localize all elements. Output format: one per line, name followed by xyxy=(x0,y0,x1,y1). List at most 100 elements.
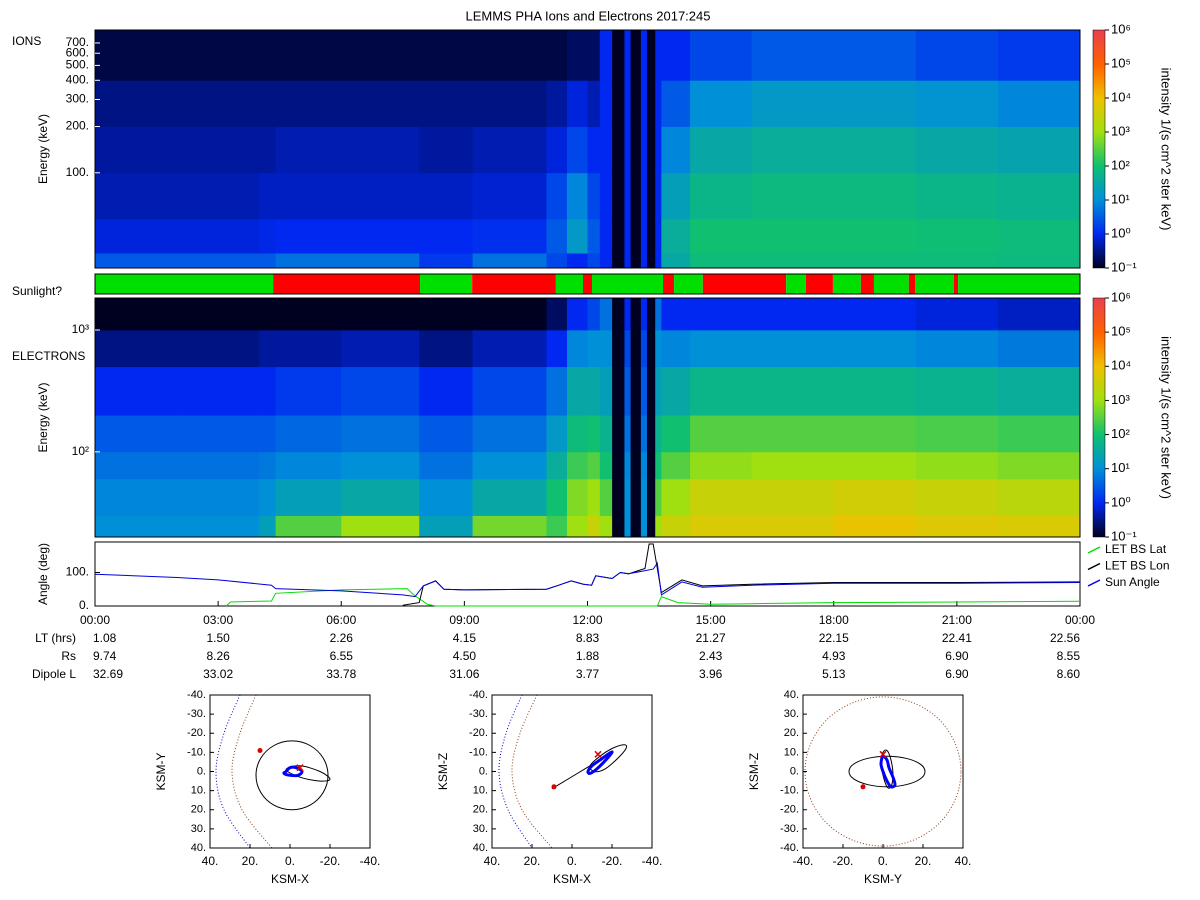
orbit-marker xyxy=(879,750,887,758)
heatmap-cell xyxy=(95,30,178,81)
heatmap-cell xyxy=(341,253,420,269)
y-tick-label: 20. xyxy=(473,804,488,816)
legend-swatch xyxy=(1087,579,1101,587)
legend-label: LET BS Lat xyxy=(1105,542,1167,556)
ephemeris-value: 1.08 xyxy=(93,631,117,645)
orbit-marker xyxy=(594,750,602,758)
ephemeris-value: 6.55 xyxy=(330,649,354,663)
heatmap-cell xyxy=(630,172,642,220)
x-tick-label: 20. xyxy=(524,854,541,868)
heatmap-cell xyxy=(690,515,753,538)
heatmap-cell xyxy=(341,366,420,416)
heatmap-cell xyxy=(612,451,625,480)
heatmap-cell xyxy=(341,172,420,220)
heatmap-cell xyxy=(612,30,625,81)
heatmap-cell xyxy=(546,30,568,81)
y-tick-label: -20. xyxy=(780,804,799,816)
panel-frame xyxy=(94,273,1081,295)
heatmap-cell xyxy=(546,80,568,127)
heatmap-cell xyxy=(661,478,691,516)
x-tick-label: 18:00 xyxy=(819,613,849,627)
heatmap-cell xyxy=(647,30,656,81)
heatmap-cell xyxy=(661,253,691,269)
heatmap-cell xyxy=(630,366,642,416)
legend-swatch xyxy=(1087,546,1101,554)
ephemeris-value: 8.26 xyxy=(206,649,230,663)
orbit-curve xyxy=(282,765,304,778)
y-tick-label: 0. xyxy=(479,765,488,777)
x-axis-label: KSM-Y xyxy=(864,872,902,886)
panel-frame xyxy=(94,297,1081,538)
heatmap-cell xyxy=(566,253,588,269)
heatmap-cell xyxy=(640,329,648,368)
ephemeris-label: Rs xyxy=(61,649,76,663)
sunlight-segment xyxy=(95,274,274,294)
x-tick-label: -40. xyxy=(360,854,381,868)
x-tick-label: 21:00 xyxy=(942,613,972,627)
heatmap-cell xyxy=(472,515,547,538)
heatmap-cell xyxy=(341,298,420,331)
heatmap-cell xyxy=(751,172,835,220)
heatmap-cell xyxy=(612,253,625,269)
heatmap-cell xyxy=(177,415,260,453)
heatmap-cell xyxy=(751,515,835,538)
colorbar-tick-label: 10¹ xyxy=(1111,460,1130,475)
heatmap-cell xyxy=(419,478,473,516)
y-tick-label: -40. xyxy=(469,689,488,701)
heatmap-cell xyxy=(690,329,753,368)
heatmap-cell xyxy=(546,253,568,269)
x-tick-label: 0. xyxy=(878,854,888,868)
heatmap-cell xyxy=(833,30,917,81)
colorbar xyxy=(1092,297,1106,538)
heatmap-cell xyxy=(751,329,835,368)
heatmap-cell xyxy=(419,219,473,254)
heatmap-cell xyxy=(661,126,691,174)
heatmap-cell xyxy=(472,253,547,269)
panel-label: Sunlight? xyxy=(12,284,62,298)
heatmap-cell xyxy=(997,30,1081,81)
ephemeris-value: 9.74 xyxy=(93,649,117,663)
heatmap-cell xyxy=(177,329,260,368)
heatmap-cell xyxy=(624,298,631,331)
heatmap-cell xyxy=(419,366,473,416)
heatmap-cell xyxy=(661,451,691,480)
heatmap-cell xyxy=(177,515,260,538)
x-tick-label: -40. xyxy=(793,854,814,868)
heatmap-cell xyxy=(566,366,588,416)
heatmap-cell xyxy=(177,172,260,220)
y-tick-label: 0. xyxy=(197,765,206,777)
heatmap-cell xyxy=(647,298,656,331)
x-tick-label: 03:00 xyxy=(203,613,233,627)
orbit-curve xyxy=(586,750,614,775)
sunlight-segment xyxy=(860,274,874,294)
legend-label: LET BS Lon xyxy=(1105,559,1170,573)
heatmap-cell xyxy=(655,219,662,254)
heatmap-cell xyxy=(341,451,420,480)
heatmap-cell xyxy=(275,415,342,453)
ephemeris-value: 3.96 xyxy=(699,667,723,681)
y-axis-label: Energy (keV) xyxy=(36,382,50,452)
y-tick-label: 300. xyxy=(66,92,89,106)
heatmap-cell xyxy=(915,253,999,269)
heatmap-cell xyxy=(915,415,999,453)
ephemeris-label: Dipole L xyxy=(32,667,76,681)
heatmap-cell xyxy=(997,478,1081,516)
orbit-plot xyxy=(215,695,331,848)
x-tick-label: -20. xyxy=(602,854,623,868)
ephemeris-value: 2.43 xyxy=(699,649,723,663)
heatmap-cell xyxy=(624,219,631,254)
heatmap-cell xyxy=(419,329,473,368)
y-tick-label: 100. xyxy=(66,165,89,179)
heatmap-cell xyxy=(259,126,276,174)
heatmap-cell xyxy=(419,172,473,220)
x-tick-label: 12:00 xyxy=(572,613,602,627)
heatmap-cell xyxy=(833,80,917,127)
heatmap-cell xyxy=(833,515,917,538)
y-tick-label: 30. xyxy=(191,823,206,835)
heatmap-cell xyxy=(630,478,642,516)
orbit-curve xyxy=(511,695,553,848)
heatmap-cell xyxy=(997,298,1081,331)
heatmap-cell xyxy=(624,253,631,269)
sunlight-segment xyxy=(702,274,787,294)
heatmap-cell xyxy=(275,30,342,81)
